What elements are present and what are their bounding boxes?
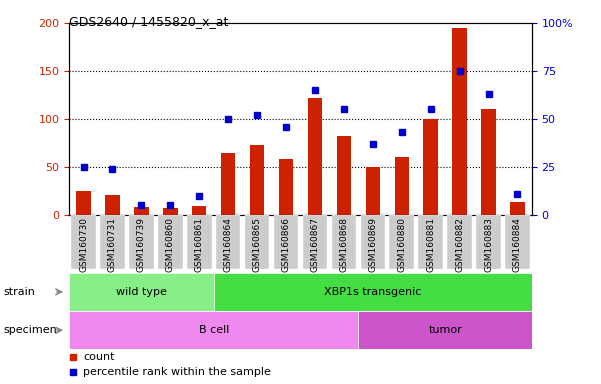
Bar (337, 136, 351, 215)
Bar (214, 273, 532, 311)
Bar (365, 167, 380, 215)
Bar (192, 207, 207, 215)
Text: GSM160868: GSM160868 (340, 217, 349, 271)
Bar (481, 109, 496, 215)
Bar (476, 215, 501, 269)
Text: specimen: specimen (3, 325, 56, 335)
Text: GSM160730: GSM160730 (79, 217, 88, 271)
Bar (250, 145, 264, 215)
Bar (394, 157, 409, 215)
Bar (332, 215, 356, 269)
Text: strain: strain (3, 287, 35, 297)
Text: XBP1s transgenic: XBP1s transgenic (324, 287, 421, 297)
Bar (424, 119, 438, 215)
Bar (279, 159, 293, 215)
Bar (105, 195, 120, 215)
Text: GSM160883: GSM160883 (484, 217, 493, 271)
Bar (361, 215, 385, 269)
Bar (303, 215, 328, 269)
Bar (308, 98, 322, 215)
Bar (187, 215, 212, 269)
Bar (69, 311, 358, 349)
Text: GSM160867: GSM160867 (311, 217, 320, 271)
Bar (358, 311, 532, 349)
Text: tumor: tumor (429, 325, 462, 335)
Bar (389, 215, 414, 269)
Text: GSM160865: GSM160865 (252, 217, 261, 271)
Text: GSM160882: GSM160882 (455, 217, 464, 271)
Bar (221, 152, 236, 215)
Text: GSM160860: GSM160860 (166, 217, 175, 271)
Bar (418, 215, 443, 269)
Bar (163, 208, 177, 215)
Text: GDS2640 / 1455820_x_at: GDS2640 / 1455820_x_at (69, 15, 228, 28)
Bar (453, 28, 467, 215)
Bar (510, 202, 525, 215)
Text: count: count (83, 352, 115, 362)
Text: GSM160731: GSM160731 (108, 217, 117, 271)
Text: GSM160739: GSM160739 (137, 217, 146, 271)
Bar (273, 215, 298, 269)
Bar (69, 273, 214, 311)
Bar (245, 215, 269, 269)
Bar (134, 207, 148, 215)
Text: wild type: wild type (116, 287, 167, 297)
Text: GSM160884: GSM160884 (513, 217, 522, 271)
Bar (72, 215, 96, 269)
Text: GSM160866: GSM160866 (281, 217, 290, 271)
Text: percentile rank within the sample: percentile rank within the sample (83, 367, 271, 377)
Text: B cell: B cell (198, 325, 229, 335)
Text: GSM160881: GSM160881 (426, 217, 435, 271)
Text: GSM160880: GSM160880 (397, 217, 406, 271)
Text: GSM160861: GSM160861 (195, 217, 204, 271)
Bar (100, 215, 125, 269)
Bar (505, 215, 529, 269)
Bar (129, 215, 154, 269)
Bar (76, 191, 91, 215)
Text: GSM160869: GSM160869 (368, 217, 377, 271)
Bar (216, 215, 240, 269)
Text: GSM160864: GSM160864 (224, 217, 233, 271)
Bar (447, 215, 472, 269)
Bar (158, 215, 183, 269)
